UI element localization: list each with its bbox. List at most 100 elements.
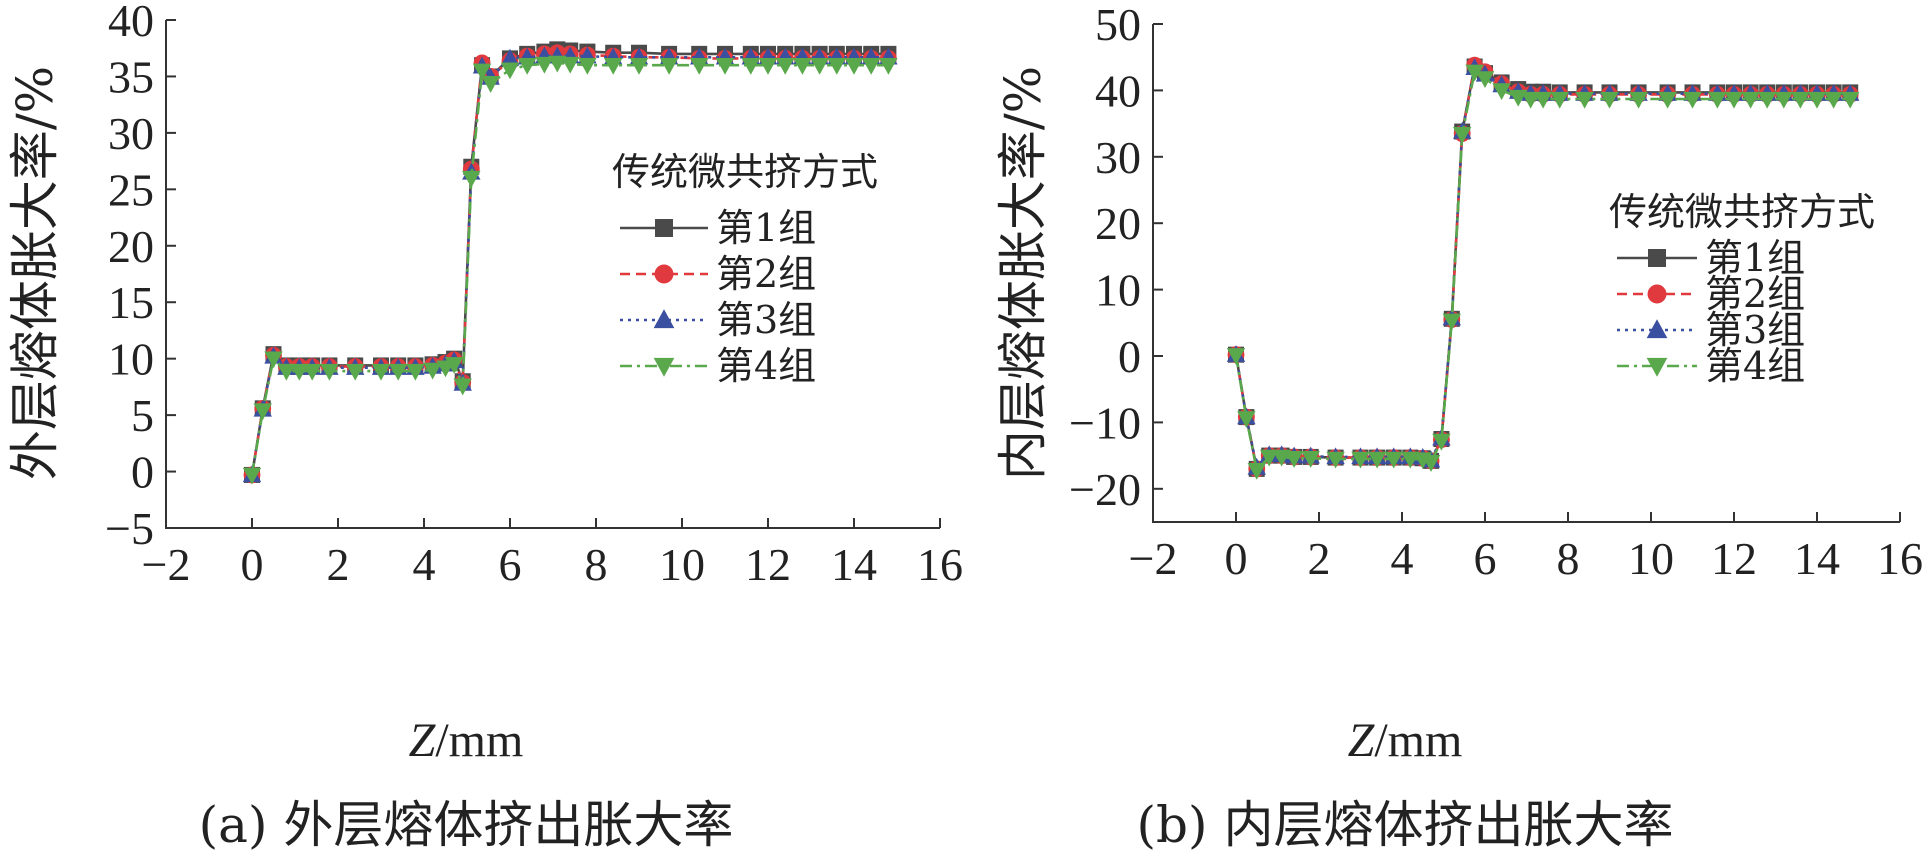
data-point-b-4: [1247, 463, 1266, 480]
x-tick-label-b: 4: [1391, 533, 1414, 584]
data-point-b-4: [1658, 91, 1677, 109]
data-point-b-4: [1237, 411, 1256, 429]
x-tick-label-a: 4: [413, 539, 436, 590]
data-point-a-4: [481, 76, 500, 93]
data-point-b-4: [1521, 91, 1540, 109]
legend-label-b-1: 第1组: [1705, 236, 1805, 280]
x-tick-label-a: 8: [585, 539, 608, 590]
legend-label-a-1: 第1组: [716, 206, 816, 250]
data-point-a-4: [844, 57, 864, 75]
y-axis-title-b: 内层熔体胀大率/%: [994, 66, 1052, 480]
data-point-b-4: [1465, 64, 1484, 82]
data-point-a-4: [548, 55, 567, 73]
data-point-a-4: [406, 363, 425, 381]
data-point-a-4: [535, 56, 554, 74]
x-axis-title-italic-b: Z: [1348, 714, 1376, 767]
data-point-a-4: [518, 57, 537, 75]
x-tick-label-a: 0: [241, 539, 264, 590]
y-tick-label-b: 40: [1095, 65, 1141, 116]
data-point-a-4: [741, 57, 760, 75]
y-tick-label-a: 35: [108, 51, 154, 102]
data-point-a-4: [776, 57, 795, 75]
plot-area-b: −2 0 2 4 6 8 10 12 14 16−20−1001020304050传统微共挤方式第…: [1069, 0, 1923, 584]
data-point-a-4: [320, 363, 339, 381]
x-tick-label-b: 12: [1711, 533, 1757, 584]
data-point-a-4: [793, 57, 812, 75]
data-point-a-4: [462, 170, 481, 188]
plot-area-a: −2 0 2 4 6 8 10 12 14 16−50510152025303540传统微共挤方式…: [105, 0, 963, 590]
data-point-a-4: [303, 363, 322, 381]
x-axis-title-a: Z/mm: [409, 714, 524, 767]
x-axis-title-b: Z/mm: [1348, 714, 1463, 767]
data-point-b-4: [1629, 91, 1648, 109]
data-point-b-4: [1452, 127, 1472, 144]
x-tick-label-b: 6: [1474, 533, 1497, 584]
x-tick-label-b: 10: [1628, 533, 1674, 584]
data-point-b-4: [1600, 91, 1619, 109]
y-tick-label-b: 10: [1095, 265, 1141, 316]
legend-marker-b-1: [1648, 249, 1666, 267]
data-point-a-4: [690, 57, 709, 75]
data-point-b-4: [1791, 91, 1810, 109]
data-point-b-4: [1301, 451, 1320, 468]
y-tick-label-a: 25: [108, 164, 154, 215]
x-tick-label-b: 8: [1557, 533, 1580, 584]
data-point-b-4: [1475, 71, 1495, 89]
data-point-a-4: [389, 363, 408, 381]
data-point-a-4: [264, 351, 283, 369]
legend-marker-b-2: [1647, 284, 1667, 304]
data-point-b-4: [1741, 91, 1760, 109]
x-tick-label-b: 14: [1794, 533, 1840, 584]
data-point-a-4: [604, 57, 623, 75]
data-point-b-4: [1724, 91, 1744, 109]
x-axis-title-unit-b: /mm: [1374, 714, 1462, 767]
y-tick-label-b: −20: [1069, 464, 1141, 515]
data-point-b-4: [1421, 455, 1441, 472]
data-point-b-4: [1272, 449, 1291, 467]
legend-marker-b-4: [1646, 357, 1668, 377]
data-point-b-4: [1758, 91, 1777, 109]
legend-marker-a-2: [654, 264, 674, 284]
x-tick-label-b: 0: [1225, 533, 1248, 584]
y-axis-title-a: 外层熔体胀大率/%: [6, 66, 64, 480]
x-tick-label-a: 14: [831, 539, 877, 590]
legend-label-a-4: 第4组: [716, 344, 816, 388]
data-point-a-4: [290, 363, 309, 381]
data-point-b-4: [1807, 91, 1827, 109]
x-tick-label-a: 6: [499, 539, 522, 590]
data-point-a-4: [472, 63, 492, 81]
data-point-a-4: [242, 467, 262, 485]
x-tick-label-a: 2: [327, 539, 350, 590]
data-point-a-4: [659, 57, 679, 75]
data-point-b-4: [1367, 451, 1387, 469]
data-point-b-4: [1284, 451, 1304, 468]
x-axis-title-unit-a: /mm: [435, 714, 523, 767]
data-point-a-4: [758, 57, 778, 75]
x-tick-label-a: 10: [659, 539, 705, 590]
legend-marker-b-3: [1646, 319, 1668, 339]
data-point-a-4: [253, 403, 272, 421]
data-point-b-4: [1824, 91, 1843, 109]
legend-title-b: 传统微共挤方式: [1609, 190, 1875, 234]
legend-marker-a-3: [653, 309, 675, 329]
x-tick-label-b: −2: [1129, 533, 1178, 584]
y-tick-label-a: 15: [108, 277, 154, 328]
x-tick-label-b: 2: [1308, 533, 1331, 584]
legend-label-b-4: 第4组: [1705, 344, 1805, 388]
data-point-b-4: [1432, 433, 1451, 451]
data-point-a-4: [629, 57, 649, 75]
x-tick-label-a: 16: [917, 539, 963, 590]
y-tick-label-a: 20: [108, 221, 154, 272]
data-point-b-4: [1442, 313, 1461, 331]
x-tick-label-a: 12: [745, 539, 791, 590]
caption-b: (b) 内层熔体挤出胀大率: [1137, 796, 1674, 854]
data-point-b-4: [1683, 91, 1702, 109]
data-point-b-4: [1533, 91, 1553, 109]
caption-a: (a) 外层熔体挤出胀大率: [199, 796, 734, 854]
legend-label-b-3: 第3组: [1705, 308, 1805, 352]
data-point-b-4: [1841, 91, 1860, 109]
data-point-b-4: [1226, 348, 1246, 365]
data-point-a-4: [500, 62, 520, 80]
data-point-a-4: [561, 56, 580, 74]
legend-marker-a-1: [655, 219, 673, 237]
